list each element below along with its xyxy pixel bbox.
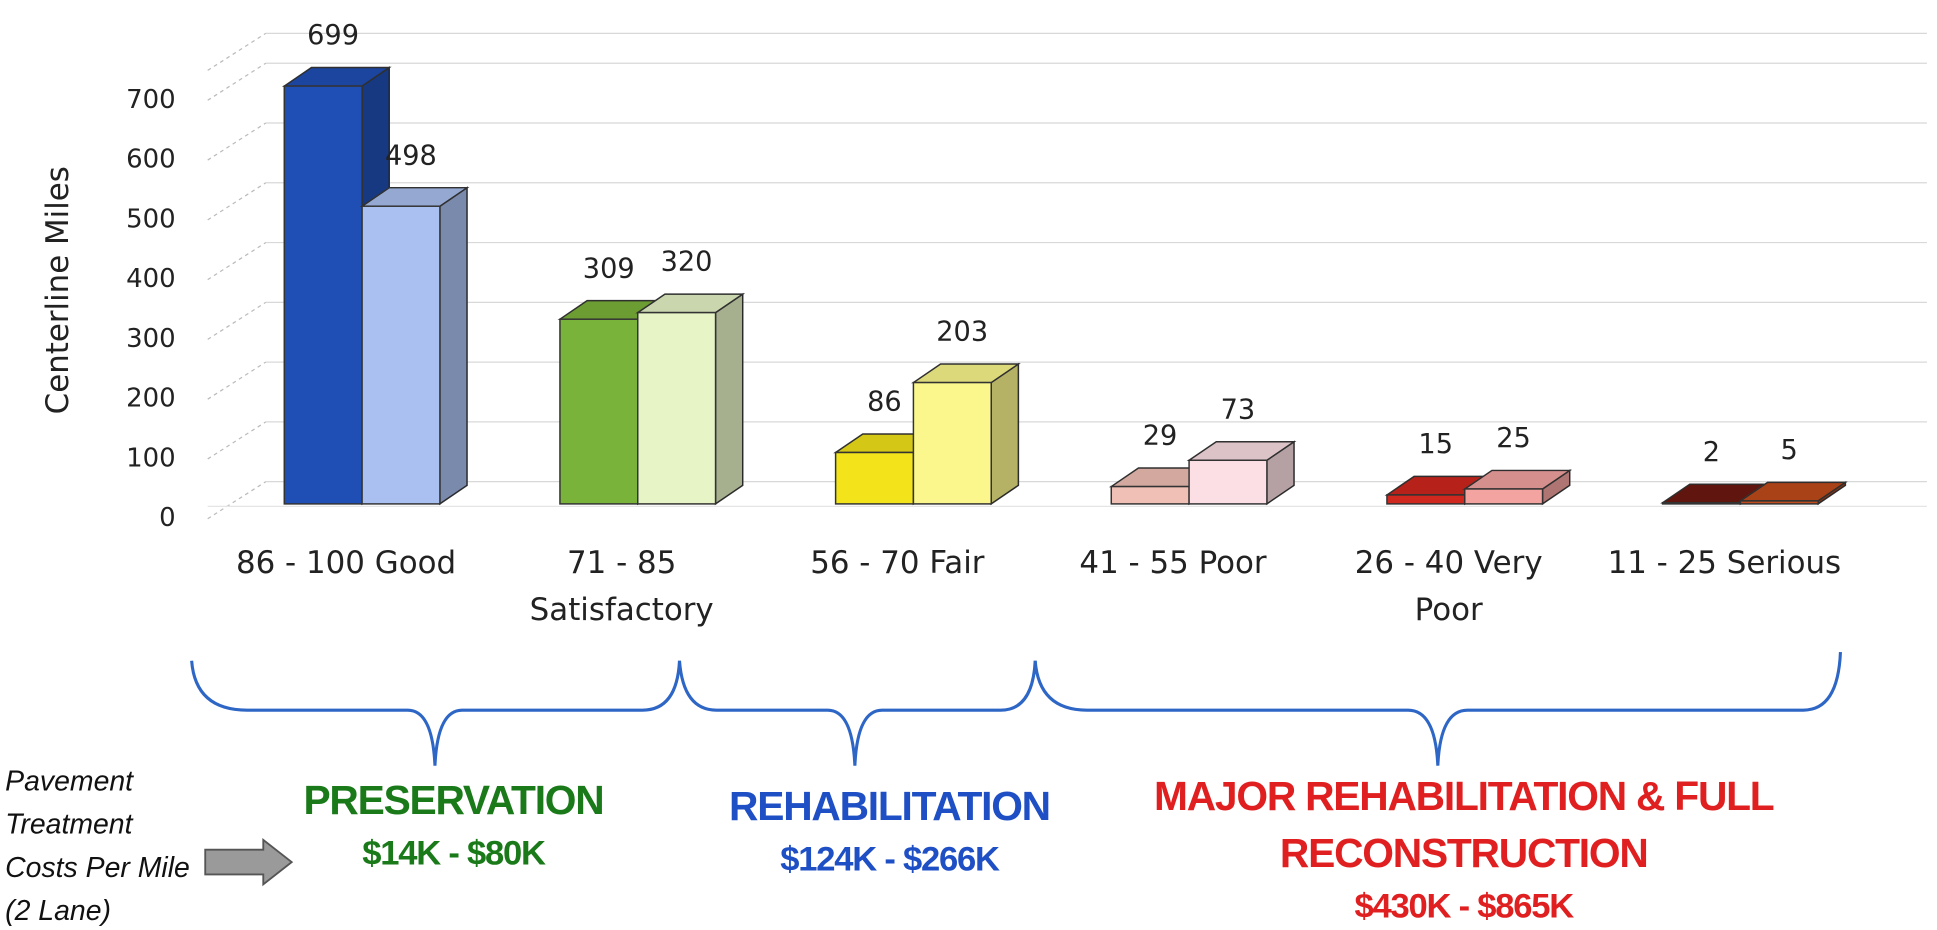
treatment-group: REHABILITATION $124K - $266K xyxy=(692,778,1087,884)
value-label: 15 xyxy=(1418,429,1453,460)
braces xyxy=(190,652,1842,766)
y-tick-label: 600 xyxy=(126,145,175,175)
bar-group xyxy=(1738,480,1848,506)
grid-side xyxy=(207,32,267,71)
bar xyxy=(912,381,992,505)
treatment-label: MAJOR REHABILITATION & FULL RECONSTRUCTI… xyxy=(1154,773,1775,876)
bar xyxy=(559,318,639,505)
x-tick-box: 11 - 25 Serious xyxy=(1607,544,1842,581)
y-tick-label: 0 xyxy=(159,503,176,533)
value-label: 5 xyxy=(1781,435,1798,466)
y-tick-label: 400 xyxy=(126,264,175,294)
bar-top-shade xyxy=(284,67,390,87)
grid-side xyxy=(207,421,267,460)
treatment-group-text: MAJOR REHABILITATION & FULL RECONSTRUCTI… xyxy=(1149,768,1779,930)
bar-top-shade xyxy=(1740,482,1846,501)
treatment-group-text: REHABILITATION $124K - $266K xyxy=(692,778,1087,884)
grid-side xyxy=(207,361,267,400)
value-label: 25 xyxy=(1496,423,1531,454)
treatment-group: MAJOR REHABILITATION & FULL RECONSTRUCTI… xyxy=(1149,768,1779,930)
bar-top-shade xyxy=(637,294,743,313)
value-label: 2 xyxy=(1703,437,1720,468)
arrow xyxy=(204,837,294,887)
treatment-label: PRESERVATION xyxy=(303,776,604,823)
bar-group xyxy=(1186,440,1297,506)
grid-side xyxy=(207,481,267,520)
bar-group xyxy=(359,186,470,506)
x-tick-box: 26 - 40 Very Poor xyxy=(1354,544,1543,628)
x-tick-label: 26 - 40 Very Poor xyxy=(1354,544,1543,628)
grid-side xyxy=(207,62,267,101)
x-tick-box: 56 - 70 Fair xyxy=(810,544,985,581)
bar xyxy=(1739,500,1819,505)
grid-side xyxy=(207,122,267,161)
treatment-note: Pavement Treatment Costs Per Mile (2 Lan… xyxy=(5,764,190,927)
brace xyxy=(1033,652,1842,766)
bar-group xyxy=(911,362,1021,506)
value-label: 699 xyxy=(307,20,359,51)
bar-top-shade xyxy=(1189,441,1295,461)
y-tick-label: 100 xyxy=(126,443,175,473)
value-label: 320 xyxy=(661,247,713,278)
y-axis-label: Centerline Miles xyxy=(40,166,76,414)
treatment-group-text: PRESERVATION $14K - $80K xyxy=(274,772,632,878)
grid-side xyxy=(207,242,267,281)
treatment-cost: $14K - $80K xyxy=(362,833,546,872)
x-tick-label: 71 - 85 Satisfactory xyxy=(529,544,714,628)
bar xyxy=(637,311,717,505)
bar xyxy=(1386,494,1466,505)
brace xyxy=(190,660,682,766)
bar-side-shade xyxy=(439,187,468,504)
y-tick-label: 200 xyxy=(126,384,175,414)
bar xyxy=(1110,485,1190,505)
plot: 0 100 200 300 400 500 600 700 86 - 100 Good 699 49… xyxy=(126,20,1927,628)
grid-side xyxy=(207,182,267,221)
bar-group xyxy=(1462,469,1573,506)
value-label: 309 xyxy=(583,253,635,284)
value-label: 203 xyxy=(936,317,988,348)
bar xyxy=(834,451,915,505)
bar xyxy=(1188,459,1268,505)
brace xyxy=(677,660,1037,766)
y-tick-label: 300 xyxy=(126,324,175,354)
x-tick-box: 71 - 85 Satisfactory xyxy=(529,544,714,628)
value-label: 498 xyxy=(385,140,437,171)
treatment-cost: $124K - $266K xyxy=(780,839,1000,879)
bar-group xyxy=(635,292,746,506)
bar-top-shade xyxy=(1662,484,1768,503)
y-tick-label: 700 xyxy=(126,85,175,115)
bar xyxy=(1661,501,1742,505)
bar xyxy=(283,85,363,505)
grid-side xyxy=(207,301,267,340)
bar-top-shade xyxy=(913,364,1019,383)
bar-top-shade xyxy=(362,187,468,207)
treatment-label: REHABILITATION xyxy=(729,783,1051,829)
treatment-cost: $430K - $865K xyxy=(1354,886,1575,926)
bar-top-shade xyxy=(1464,470,1570,489)
value-label: 73 xyxy=(1221,394,1256,425)
note-box: Pavement Treatment Costs Per Mile (2 Lan… xyxy=(5,764,190,927)
value-label: 29 xyxy=(1143,421,1178,452)
treatment-group: PRESERVATION $14K - $80K xyxy=(274,772,632,878)
bar-side-shade xyxy=(1266,441,1295,504)
value-label: 86 xyxy=(867,387,902,418)
x-tick-label: 11 - 25 Serious xyxy=(1607,544,1842,581)
y-tick-label: 500 xyxy=(126,204,175,234)
bar xyxy=(1464,488,1544,505)
x-tick-box: 86 - 100 Good xyxy=(235,544,457,581)
x-tick-box: 41 - 55 Poor xyxy=(1079,544,1267,581)
x-tick-label: 86 - 100 Good xyxy=(235,544,457,581)
bar-side-shade xyxy=(1542,470,1570,504)
x-tick-label: 56 - 70 Fair xyxy=(810,544,985,581)
bar-side-shade xyxy=(715,294,743,504)
bar-side-shade xyxy=(991,364,1019,504)
bar xyxy=(361,205,441,505)
x-tick-label: 41 - 55 Poor xyxy=(1079,544,1267,581)
